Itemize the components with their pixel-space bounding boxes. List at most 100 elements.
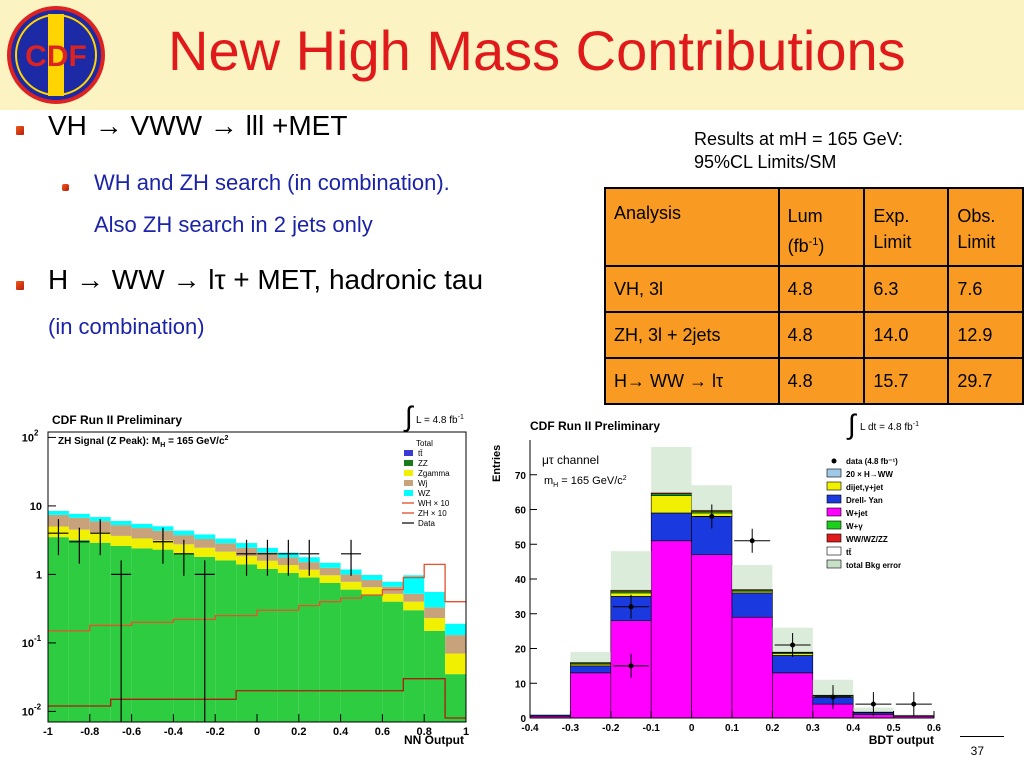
legend-label: total Bkg error xyxy=(846,561,901,570)
legend-label: Data xyxy=(418,519,435,528)
x-tick-label: 0.2 xyxy=(765,723,779,734)
legend-swatch xyxy=(404,450,413,456)
bar-zz xyxy=(403,610,425,722)
x-tick-label: -0.2 xyxy=(602,723,620,734)
legend-label: WZ xyxy=(418,489,431,498)
header-exp-line1: Exp. xyxy=(873,206,910,226)
bar-zz xyxy=(424,630,446,722)
bullet-vh-mid: VWW xyxy=(130,110,202,141)
bar-wz xyxy=(131,523,153,529)
y-tick-label: 60 xyxy=(515,506,527,517)
bar-zz xyxy=(277,572,299,722)
legend-label: ZH × 10 xyxy=(418,509,447,518)
bar-dijet xyxy=(650,495,692,514)
header-lum-line2: (fb-1) xyxy=(787,236,825,256)
bar-zz xyxy=(89,542,111,722)
bar-zz xyxy=(173,553,195,722)
y-tick-label: 10 xyxy=(22,706,34,718)
logo-text: CDF xyxy=(25,40,87,73)
bar-zz xyxy=(152,549,174,722)
cell-exp: 15.7 xyxy=(863,357,950,405)
x-tick-label: 0.3 xyxy=(806,723,820,734)
bar-wj xyxy=(445,635,466,654)
data-point xyxy=(911,701,917,707)
cdf-logo-icon: CDF xyxy=(7,6,105,104)
bar-wz xyxy=(361,575,383,580)
x-tick-label: 1 xyxy=(463,726,469,738)
bar-wz xyxy=(403,575,425,594)
legend-label: tt̄ xyxy=(846,548,852,557)
cell-exp: 6.3 xyxy=(863,265,950,313)
bullet-marker xyxy=(16,281,24,290)
y-tick-exponent: -2 xyxy=(34,702,42,711)
plot2-header: CDF Run II Preliminary xyxy=(530,419,660,433)
x-tick-label: 0.6 xyxy=(375,726,390,738)
bar-zz xyxy=(382,601,404,722)
arrow-icon: → xyxy=(172,264,201,295)
bullet-h: H → WW → lτ + MET, hadronic tau xyxy=(48,264,483,296)
header-analysis: Analysis xyxy=(604,187,780,267)
cell-lum: 4.8 xyxy=(777,265,866,313)
data-point xyxy=(830,694,836,700)
bar-ww xyxy=(570,662,612,664)
bar-wz xyxy=(110,520,132,526)
bar-wz xyxy=(68,513,90,518)
bullet-in-combination: (in combination) xyxy=(48,314,205,339)
data-point xyxy=(628,604,634,610)
bar-wjet xyxy=(772,672,814,719)
plot1-header: CDF Run II Preliminary xyxy=(52,413,182,427)
bar-zz xyxy=(361,595,383,722)
data-point xyxy=(790,642,796,648)
bar-drellyan xyxy=(772,655,814,674)
y-tick-label: 20 xyxy=(515,645,527,656)
wh-x10-line xyxy=(48,678,466,719)
bar-zz xyxy=(257,568,278,722)
x-tick-label: 0.2 xyxy=(291,726,306,738)
bar-zz xyxy=(131,548,153,722)
x-tick-label: -0.4 xyxy=(521,723,539,734)
plot2-ylabel: Entries xyxy=(491,445,503,482)
legend-swatch xyxy=(826,546,842,556)
bar-wz xyxy=(48,510,69,515)
bar-zgamma xyxy=(424,618,446,631)
bar-zgamma xyxy=(361,587,383,596)
data-point xyxy=(870,701,876,707)
table-header-row: Analysis Lum (fb-1) Exp. Limit Obs. Limi… xyxy=(604,187,1024,267)
cell-lum: 4.8 xyxy=(777,311,866,359)
bar-wj xyxy=(215,543,237,552)
cell-obs: 7.6 xyxy=(947,265,1024,313)
bullet-vh-suffix: lll +MET xyxy=(245,110,348,141)
bar-drellyan xyxy=(731,592,773,618)
arrow-icon: → xyxy=(76,264,105,295)
bar-wjet xyxy=(650,540,692,719)
legend-label: WH × 10 xyxy=(418,499,450,508)
cell-analysis: VH, 3l xyxy=(604,265,780,313)
bar-zgamma xyxy=(445,653,466,675)
legend-swatch xyxy=(404,490,413,496)
sub-bullet-marker xyxy=(62,184,69,191)
legend-label: data (4.8 fb⁻¹) xyxy=(846,457,898,466)
bar-wj xyxy=(361,579,383,588)
table-row: ZH, 3l + 2jets 4.8 14.0 12.9 xyxy=(604,311,1024,359)
bar-wz xyxy=(382,581,404,587)
y-tick-label: 30 xyxy=(515,610,527,621)
x-tick-label: -0.6 xyxy=(122,726,141,738)
bar-wz xyxy=(445,623,466,636)
bkg-error-band xyxy=(610,551,652,591)
x-tick-label: 0 xyxy=(254,726,260,738)
logo-band: CDF xyxy=(0,0,118,110)
results-caption-line1: Results at mH = 165 GeV: xyxy=(694,129,903,149)
y-tick-label: 40 xyxy=(515,575,527,586)
legend-label: Drell- Yan xyxy=(846,496,883,505)
bullet-vh: VH → VWW → lll +MET xyxy=(48,110,347,142)
bar-wj xyxy=(110,525,132,536)
bar-zgamma xyxy=(319,575,341,583)
cell-analysis: ZH, 3l + 2jets xyxy=(604,311,780,359)
legend-swatch xyxy=(826,481,842,491)
header-exp: Exp. Limit xyxy=(863,187,950,267)
bar-drellyan xyxy=(570,665,612,674)
legend-label: W+γ xyxy=(846,522,863,531)
plot2-mass: mH = 165 GeV/c2 xyxy=(544,475,627,489)
legend-swatch xyxy=(826,520,842,530)
bullet-vh-prefix: VH xyxy=(48,110,87,141)
